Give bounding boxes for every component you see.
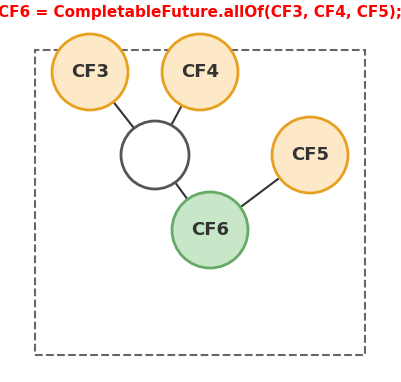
Text: CF3: CF3 — [71, 63, 109, 81]
Text: CF6: CF6 — [191, 221, 229, 239]
Circle shape — [52, 34, 128, 110]
Circle shape — [121, 121, 189, 189]
Text: CF4: CF4 — [181, 63, 219, 81]
Circle shape — [162, 34, 238, 110]
Circle shape — [272, 117, 348, 193]
Circle shape — [172, 192, 248, 268]
Text: CF6 = CompletableFuture.allOf(CF3, CF4, CF5);: CF6 = CompletableFuture.allOf(CF3, CF4, … — [0, 5, 401, 19]
Text: CF5: CF5 — [291, 146, 329, 164]
